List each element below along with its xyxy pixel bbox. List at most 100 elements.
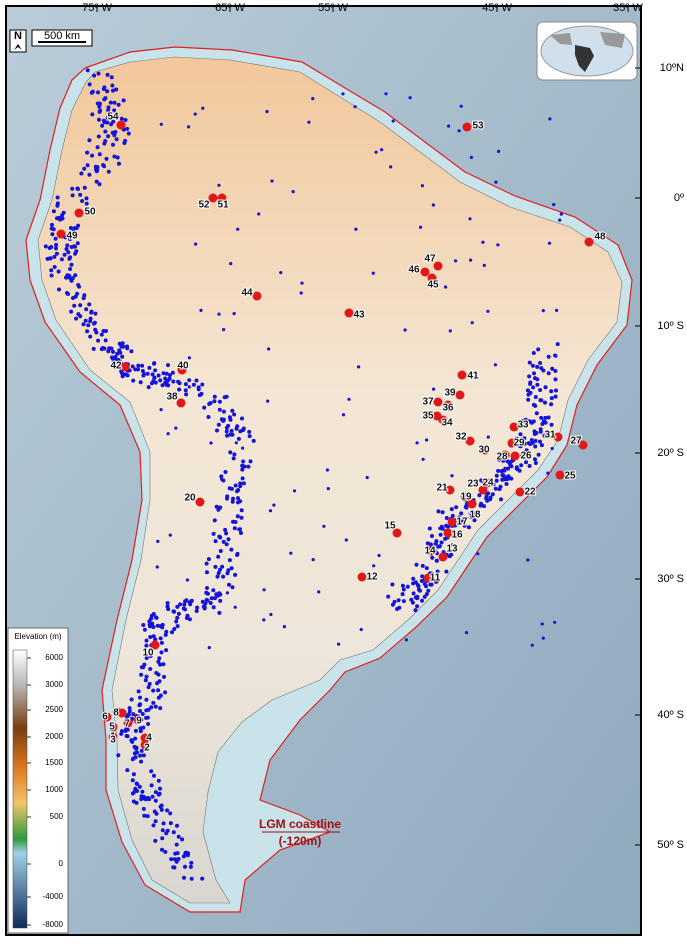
record-dot [232,312,236,316]
record-dot [450,513,455,518]
legend-tick-label: 1500 [45,758,63,767]
record-dot [90,153,95,158]
record-dot [526,558,530,562]
site-label: 17 [456,517,468,528]
record-dot [76,187,80,191]
record-dot [220,564,225,569]
record-dot [98,101,102,106]
record-dot [123,118,128,122]
record-dot [149,783,154,788]
record-dot [241,459,246,464]
record-dot [160,836,165,841]
legend-tick-label: 1000 [45,785,63,794]
record-dot [72,303,77,308]
record-dot [77,284,81,289]
record-dot [229,262,233,266]
record-dot [207,402,212,406]
record-dot [224,429,229,434]
record-dot [146,707,151,712]
record-dot [538,398,543,403]
record-dot [151,379,156,384]
record-dot [230,585,235,590]
site-label: 4 [146,733,152,744]
record-dot [142,813,147,818]
site-label: 12 [366,572,378,583]
record-dot [106,134,111,139]
record-dot [226,537,231,542]
record-dot [129,738,134,743]
record-dot [156,539,160,544]
record-dot [103,129,108,134]
record-dot [187,378,192,383]
record-dot [200,382,205,387]
record-dot [52,265,57,269]
site-label: 42 [110,361,122,372]
record-dot [530,643,534,647]
record-dot [96,338,101,343]
lat-label: 0º [674,192,684,204]
record-dot [523,417,528,422]
record-dot [532,432,537,436]
record-dot [549,396,554,401]
record-dot [468,511,473,516]
record-dot [424,584,428,589]
record-dot [431,203,435,207]
record-dot [160,847,164,852]
record-dot [216,554,221,559]
record-dot [113,355,118,359]
record-dot [114,87,119,92]
site-label: 19 [460,492,472,503]
record-dot [138,709,142,713]
record-dot [223,470,228,474]
record-dot [119,731,124,736]
record-dot [291,190,295,194]
record-dot [216,507,221,512]
record-dot [322,524,326,528]
record-dot [434,539,439,544]
record-dot [55,203,60,208]
record-dot [365,475,369,480]
record-dot [62,252,67,257]
record-dot [106,169,111,174]
record-dot [165,808,170,813]
record-dot [235,514,240,519]
site-label: 53 [472,121,484,132]
record-dot [217,407,222,412]
record-dot [504,482,509,486]
record-dot [454,505,459,510]
legend-tick-label: -4000 [43,892,64,901]
record-dot [425,438,429,442]
record-dot [191,382,196,387]
record-dot [235,424,240,429]
record-dot [82,185,87,190]
record-dot [141,806,146,811]
record-dot [115,155,120,160]
record-dot [524,448,529,453]
record-dot [411,591,416,596]
record-dot [404,638,408,642]
record-dot [94,179,99,184]
record-dot [119,116,124,121]
record-dot [479,501,484,506]
record-dot [81,322,86,327]
record-dot [409,597,414,602]
site-dot [433,397,443,407]
record-dot [107,346,112,351]
record-dot [223,527,228,532]
lat-label: 10ºN [660,62,684,74]
site-dot [74,208,84,218]
record-dot [240,416,244,421]
record-dot [168,821,173,826]
record-dot [344,538,348,542]
record-dot [216,422,221,427]
record-dot [158,378,163,383]
site-label: 37 [422,397,434,408]
record-dot [236,227,240,231]
lat-label: 50º S [657,839,684,851]
record-dot [105,115,110,120]
record-dot [262,618,266,622]
record-dot [532,371,536,376]
legend-tick-label: 2000 [45,732,63,741]
record-dot [554,388,558,393]
record-dot [493,363,497,367]
